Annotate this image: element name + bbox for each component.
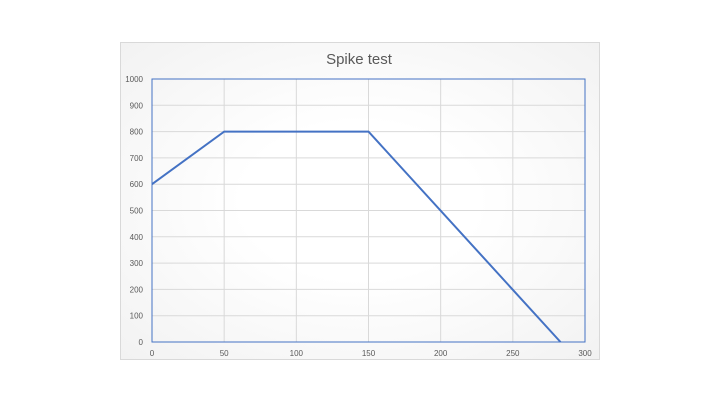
y-tick-label: 200: [130, 285, 144, 294]
y-tick-label: 700: [130, 154, 144, 163]
series-line: [151, 130, 562, 343]
y-tick-label: 600: [130, 180, 144, 189]
y-tick-label: 900: [130, 101, 144, 110]
x-tick-label: 0: [150, 349, 155, 358]
grid-lines: [151, 78, 586, 343]
chart-area: Spike test 0 100 200 300 400 500 600 700 800 900 1…: [120, 42, 600, 360]
series-layer: [151, 130, 562, 343]
x-tick-label: 250: [506, 349, 520, 358]
y-tick-label: 1000: [125, 75, 143, 84]
x-tick-label: 100: [290, 349, 304, 358]
x-tick-label: 300: [578, 349, 592, 358]
y-tick-label: 500: [130, 207, 144, 216]
x-tick-label: 200: [434, 349, 448, 358]
y-tick-label: 800: [130, 128, 144, 137]
line-chart: Spike test 01002003004005006007008009001…: [125, 51, 592, 358]
plot-border: [151, 78, 586, 343]
y-tick-label: 300: [130, 259, 144, 268]
chart-title: Spike test: [326, 51, 393, 68]
y-axis-ticks: 0 100 200 300 400 500 600 700 800 900 1000: [125, 75, 143, 347]
x-tick-label: 150: [362, 349, 376, 358]
y-tick-label: 100: [130, 312, 144, 321]
plot-border-rect: [151, 78, 586, 343]
x-tick-label: 50: [220, 349, 229, 358]
y-tick-label: 400: [130, 233, 144, 242]
x-axis-ticks: 0 50 100 150 200 250 300: [150, 349, 592, 358]
y-tick-label: 0: [139, 338, 144, 347]
